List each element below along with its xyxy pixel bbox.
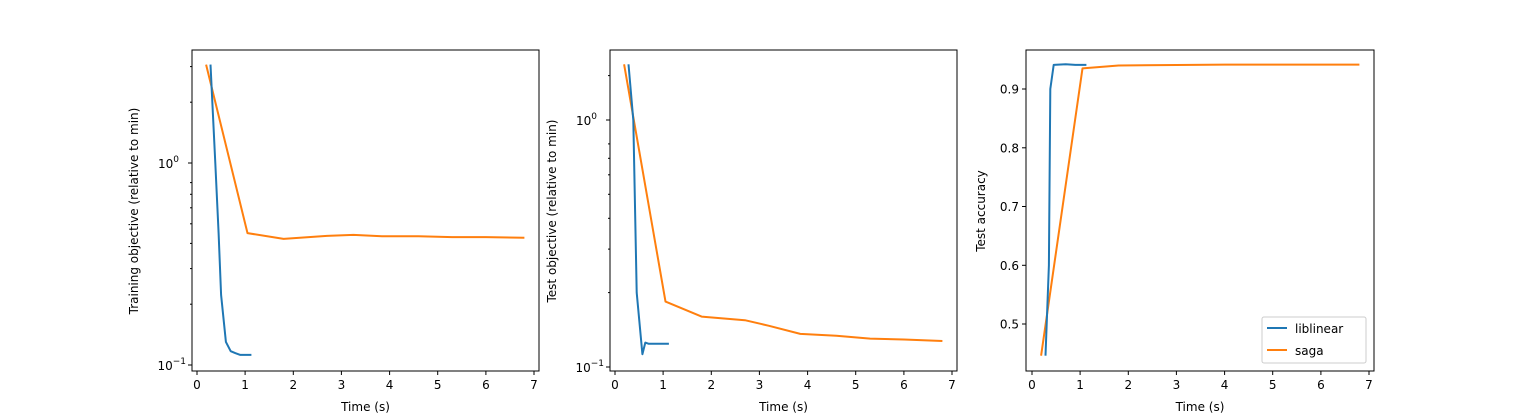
x-ticks [1031,371,1370,375]
x-axis-label: Time (s) [758,400,808,414]
legend-box [1261,316,1367,364]
y-ticks [1022,88,1026,325]
y-tick-labels: 100 10−1 [575,112,604,375]
y-tick-labels: 100 10−1 [157,155,186,373]
x-axis-label: Time (s) [340,400,390,414]
x-tick-label: 1 [659,378,667,392]
x-tick-label: 3 [756,378,764,392]
x-tick-label: 4 [386,378,394,392]
panel-test-objective: 0 1 2 3 4 5 6 7 100 10−1 Time (s) Test o… [545,49,958,414]
x-tick-labels: 0 1 2 3 4 5 6 7 [611,378,956,392]
y-tick-label: 0.7 [1000,200,1019,214]
x-tick-label: 7 [1365,378,1373,392]
panel-test-accuracy: 0 1 2 3 4 5 6 7 0.5 0.6 0.7 0.8 0.9 Time… [974,49,1375,414]
line-liblinear [627,64,669,356]
y-tick-label: 0.9 [1000,83,1019,97]
y-tick-label: 10−1 [157,357,186,373]
series-lines [205,64,525,356]
y-tick-label: 0.8 [1000,141,1019,155]
x-tick-labels: 0 1 2 3 4 5 6 7 [1028,378,1373,392]
x-tick-label: 6 [1317,378,1325,392]
x-tick-label: 1 [1076,378,1084,392]
x-tick-label: 3 [338,378,346,392]
x-tick-label: 5 [434,378,442,392]
x-axis-label: Time (s) [1175,400,1225,414]
line-saga [1040,63,1360,356]
series-lines [623,64,943,356]
x-tick-labels: 0 1 2 3 4 5 6 7 [193,378,538,392]
x-tick-label: 0 [1028,378,1036,392]
y-ticks [188,66,192,366]
y-tick-label: 100 [158,155,179,171]
y-tick-label: 0.5 [1000,318,1019,332]
x-ticks [196,371,535,375]
line-liblinear [1044,63,1087,356]
x-tick-label: 4 [1221,378,1229,392]
y-tick-label: 0.6 [1000,259,1019,273]
x-ticks [614,371,953,375]
line-liblinear [209,64,252,356]
x-tick-label: 5 [1269,378,1277,392]
legend-label-liblinear: liblinear [1295,322,1343,336]
x-tick-label: 7 [530,378,538,392]
y-ticks [606,75,610,368]
y-axis-label: Test objective (relative to min) [545,120,559,304]
x-tick-label: 3 [1173,378,1181,392]
legend: liblinear saga [1261,316,1367,364]
series-lines [1040,63,1360,356]
y-tick-label: 10−1 [575,359,604,375]
legend-label-saga: saga [1295,344,1324,358]
y-tick-labels: 0.5 0.6 0.7 0.8 0.9 [1000,83,1019,332]
panel-training-objective: 0 1 2 3 4 5 6 7 100 10−1 Time (s) Traini… [127,49,540,414]
y-axis-label: Training objective (relative to min) [127,108,141,316]
x-tick-label: 2 [707,378,715,392]
x-tick-label: 6 [482,378,490,392]
x-tick-label: 5 [852,378,860,392]
x-tick-label: 4 [804,378,812,392]
x-tick-label: 7 [948,378,956,392]
line-saga [205,64,525,240]
x-tick-label: 2 [1124,378,1132,392]
x-tick-label: 0 [193,378,201,392]
x-tick-label: 2 [289,378,297,392]
x-tick-label: 0 [611,378,619,392]
x-tick-label: 1 [241,378,249,392]
y-tick-label: 100 [576,112,597,128]
y-axis-label: Test accuracy [974,170,988,253]
plot-area [191,49,540,372]
x-tick-label: 6 [900,378,908,392]
plot-area [609,49,958,372]
line-saga [623,64,943,342]
